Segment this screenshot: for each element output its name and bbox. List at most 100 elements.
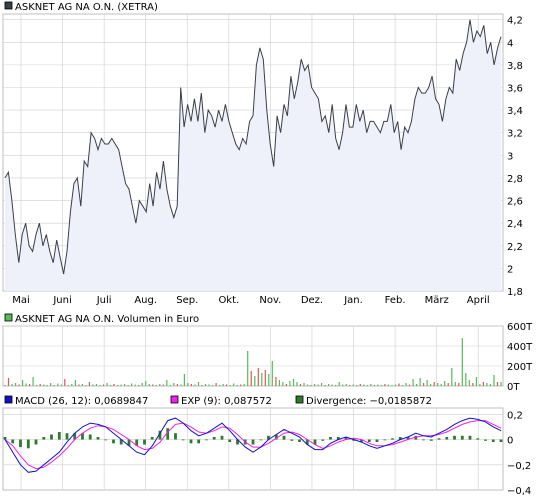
divergence-bar [375,439,379,442]
divergence-bar [422,439,425,441]
volume-panel: ASKNET AG NA O.N. Volumen in Euro 0T 200T… [2,313,533,393]
volume-bar [134,384,136,386]
volume-bar [303,383,305,386]
volume-bar [430,384,432,386]
volume-bar [29,384,31,386]
divergence-bar [398,437,402,440]
volume-bar [92,384,94,386]
volume-bar [447,383,449,386]
divergence-bar [135,439,139,446]
price-x-tick-label: Aug. [134,295,157,306]
volume-bar [454,382,456,386]
volume-grid [3,325,503,386]
volume-bars [4,338,502,386]
volume-bar [468,380,470,386]
volume-bar [426,380,428,386]
volume-bar [440,384,442,386]
volume-bar [278,380,280,386]
volume-bar [173,383,175,386]
volume-bar [166,380,168,386]
volume-bar [423,383,425,386]
volume-bar [81,384,83,386]
volume-bar [236,385,238,386]
volume-bar [380,385,382,386]
volume-bar [289,381,291,386]
volume-bar [296,382,298,386]
volume-bar [7,378,10,386]
volume-bar [183,374,185,386]
price-y-tick-label: 3,8 [507,61,523,72]
volume-bar [67,385,69,386]
divergence-bar [391,438,394,440]
price-x-tick-label: April [467,295,490,306]
volume-bar [335,385,337,386]
volume-bar [310,385,312,386]
volume-bar [145,381,147,386]
volume-bar [138,385,140,386]
price-x-tick-label: Mai [12,295,30,306]
volume-y-axis: 0T 200T 400T 600T [507,322,533,393]
macd-legend-swatch [170,395,179,404]
divergence-bar [205,439,208,441]
volume-legend-label: ASKNET AG NA O.N. Volumen in Euro [15,314,199,325]
exp-line [4,420,502,470]
volume-bar [64,379,66,386]
divergence-bar [50,434,53,440]
volume-bar [345,384,347,386]
divergence-bar [445,437,449,440]
divergence-bar [228,439,232,442]
divergence-bar [65,433,69,440]
volume-bar [282,382,284,386]
divergence-bar [313,439,317,445]
divergence-bar [468,435,472,440]
price-legend-swatch [4,1,13,10]
macd-y-tick-label: 0 [507,436,513,447]
volume-bar [458,383,460,386]
volume-bar [306,384,309,386]
price-y-tick-label: 2,6 [507,197,523,208]
volume-bar [208,384,210,386]
volume-bar [257,368,259,386]
divergence-bar [19,439,22,448]
volume-bar [321,383,323,386]
price-x-tick-label: Juli [96,295,112,306]
volume-bar [99,385,101,386]
volume-bar [268,374,270,386]
price-x-tick-label: März [425,295,449,306]
divergence-bar [119,439,123,445]
volume-bar [162,384,164,386]
volume-bar [53,385,55,386]
divergence-bar [429,439,433,441]
volume-bar [152,384,154,386]
volume-bar [39,384,41,386]
divergence-bar [298,439,301,442]
price-x-tick-label: Jan. [343,295,363,306]
price-y-tick-label: 3,2 [507,129,523,140]
price-x-axis: Mai Juni Juli Aug. Sep. Okt. Nov. Dez. Jan. Feb. M… [12,295,489,306]
divergence-bar [158,430,162,440]
volume-bar [349,385,351,386]
divergence-bar [499,439,503,442]
volume-bar [479,384,481,386]
macd-legend: MACD (26, 12): 0,0689847 EXP (9): 0,08757… [4,395,432,407]
volume-bar [46,385,48,386]
volume-bar [222,384,224,386]
price-x-tick-label: Dez. [301,295,323,306]
divergence-bar [251,439,255,445]
volume-bar [50,383,52,386]
divergence-bar [3,437,7,440]
volume-bar [377,384,379,386]
volume-bar [124,384,126,386]
volume-bar [117,385,119,386]
volume-bar [155,385,157,386]
volume-bar [489,384,491,386]
volume-bar [187,383,189,386]
divergence-bar [267,435,270,440]
volume-bar [250,371,252,386]
volume-bar [486,383,488,386]
volume-bar [416,384,418,386]
volume-bar [285,384,287,386]
volume-bar [314,384,316,386]
volume-bar [229,385,231,386]
